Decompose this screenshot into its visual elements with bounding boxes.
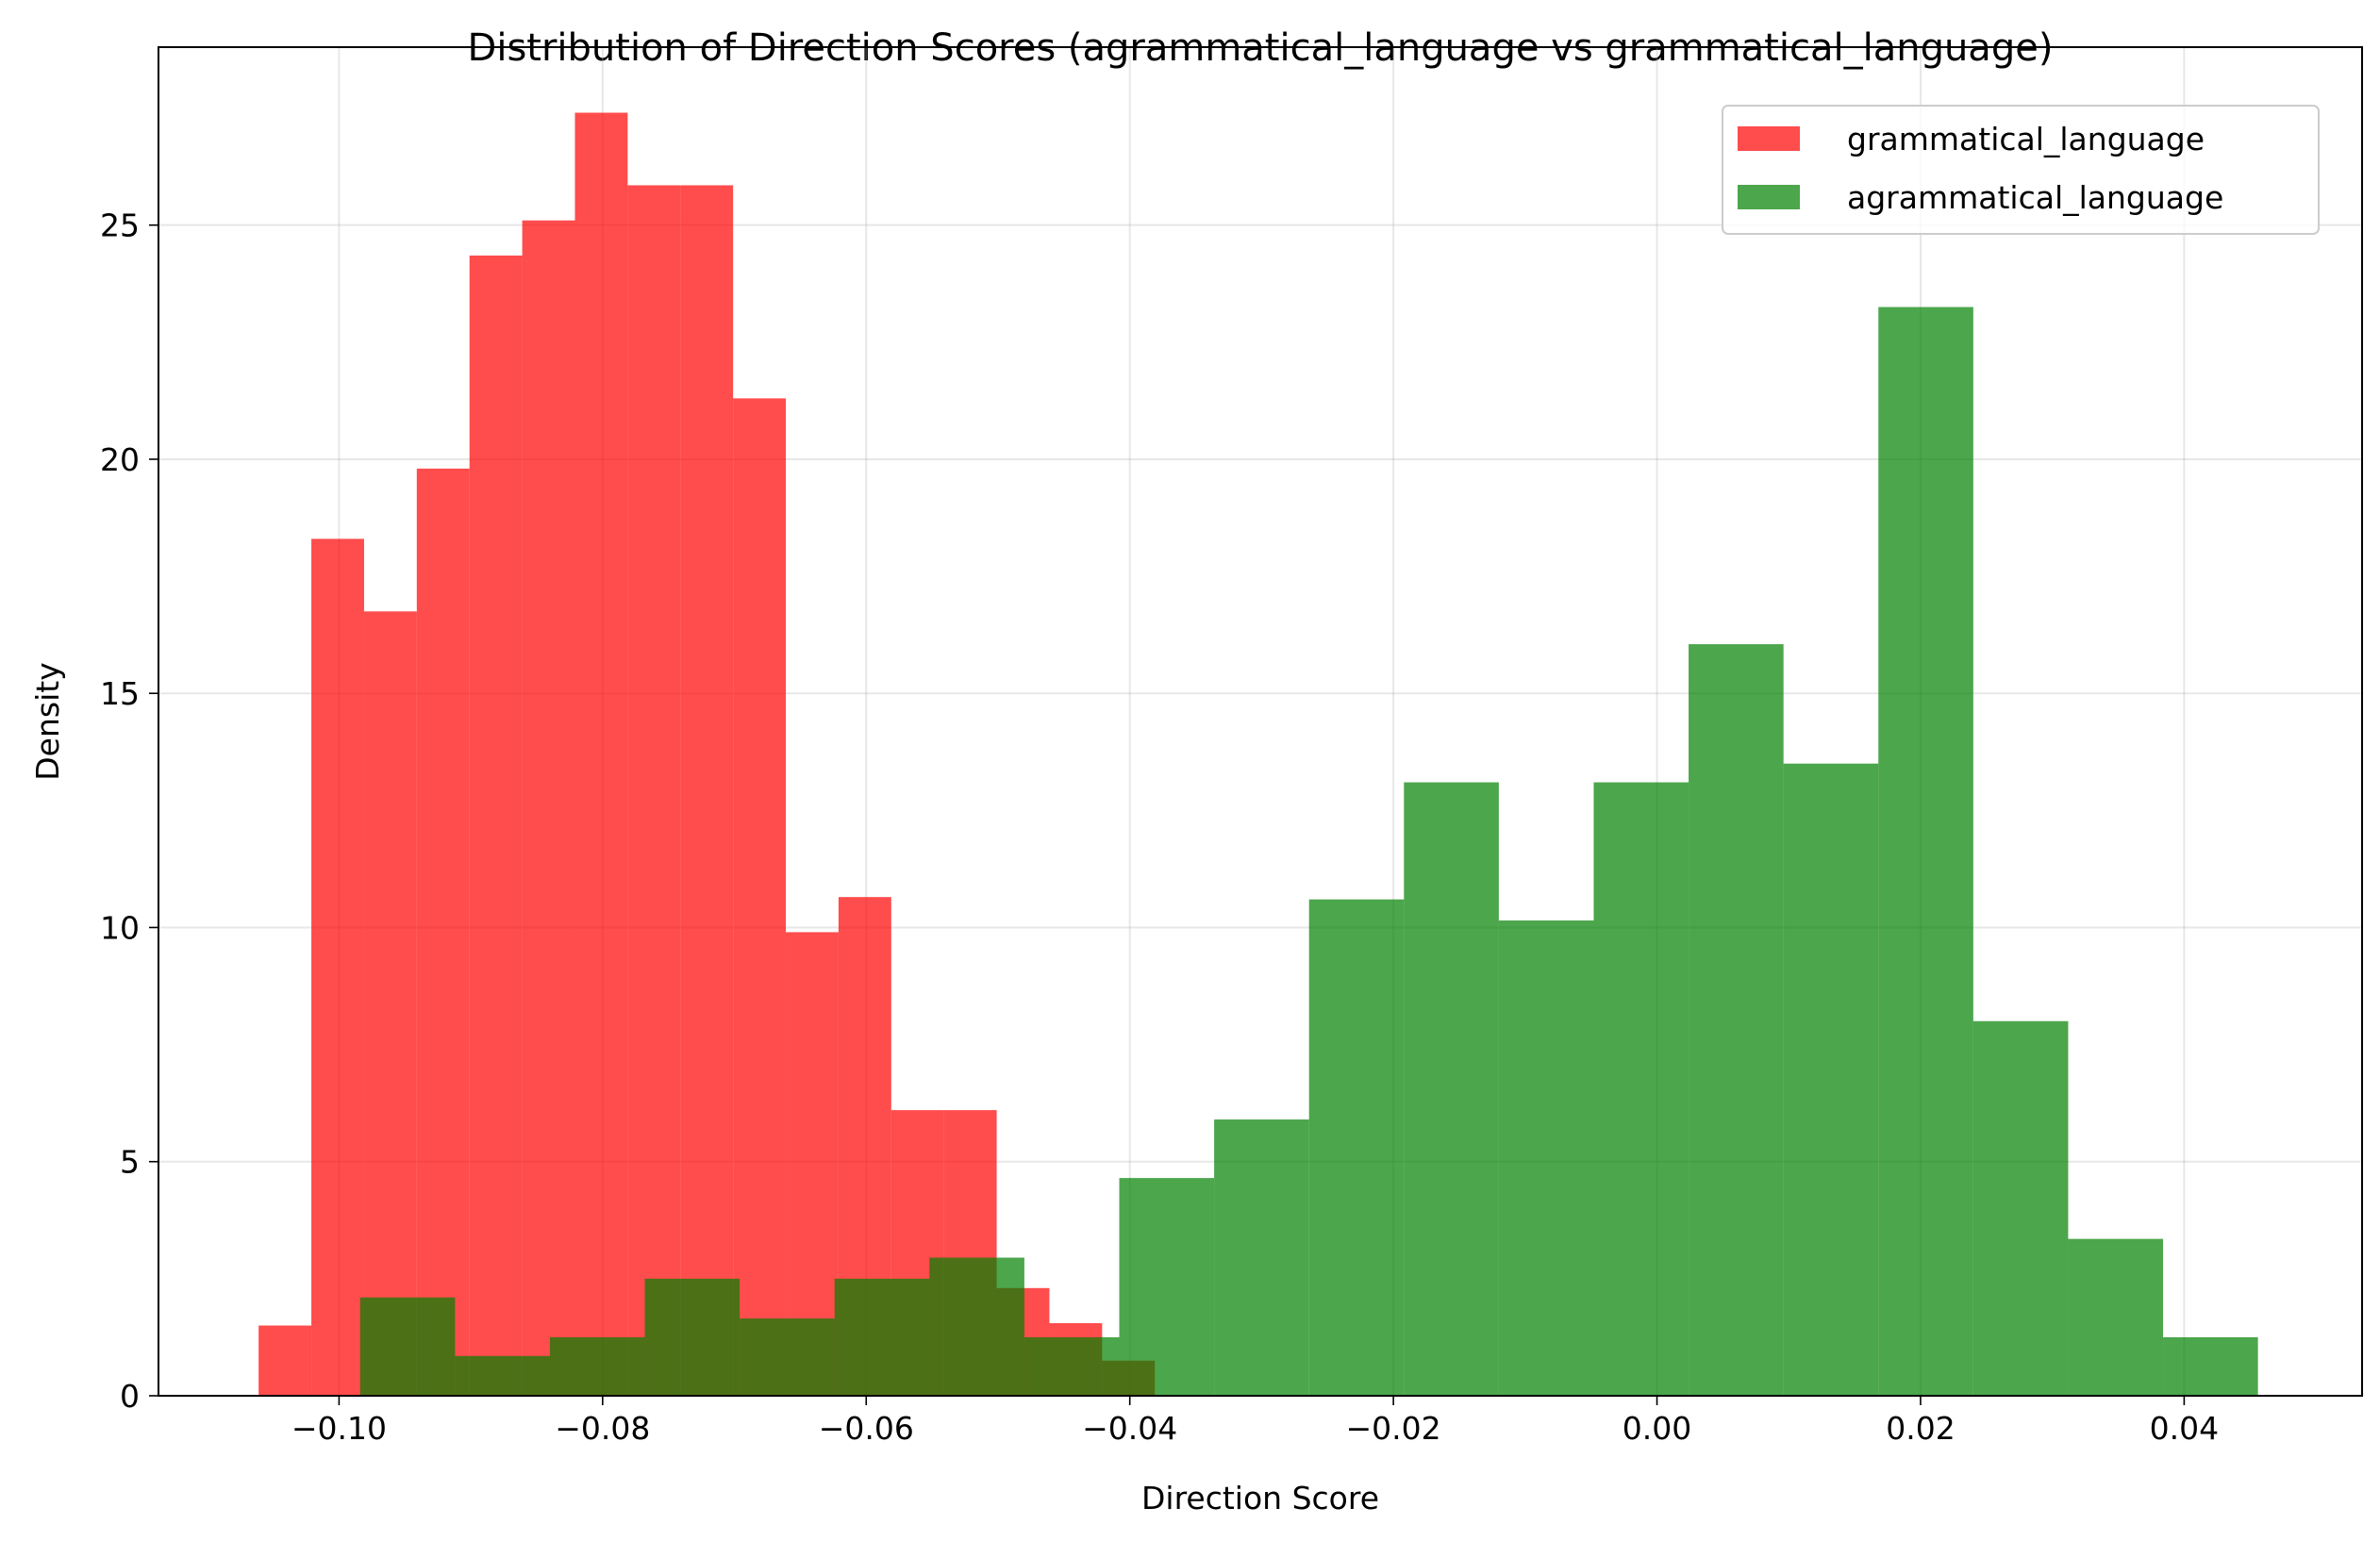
bar-agrammatical-language-11 xyxy=(1404,782,1499,1396)
bar-agrammatical-language-13 xyxy=(1593,782,1689,1396)
bar-grammatical-language-8 xyxy=(680,185,734,1396)
bar-agrammatical-language-4 xyxy=(740,1318,835,1396)
x-tick-label-1: −0.08 xyxy=(555,1410,650,1447)
bar-agrammatical-language-0 xyxy=(359,1297,456,1396)
bar-grammatical-language-6 xyxy=(574,112,628,1396)
bar-grammatical-language-5 xyxy=(522,220,575,1396)
y-axis-ticks: 0 5 10 15 20 25 xyxy=(100,207,158,1415)
bar-agrammatical-language-10 xyxy=(1308,899,1405,1396)
bar-agrammatical-language-12 xyxy=(1498,920,1594,1396)
bar-agrammatical-language-5 xyxy=(834,1278,930,1396)
legend: grammatical_language agrammatical_langua… xyxy=(1722,105,2320,235)
legend-swatch-grammatical-language xyxy=(1738,126,1800,151)
bar-agrammatical-language-3 xyxy=(644,1278,741,1396)
y-tick-label-4: 20 xyxy=(100,441,140,478)
y-tick-label-0: 0 xyxy=(120,1378,140,1415)
bar-agrammatical-language-18 xyxy=(2068,1238,2164,1396)
bar-grammatical-language-4 xyxy=(469,255,523,1397)
plot-frame xyxy=(158,46,2363,1397)
legend-swatch-agrammatical-language xyxy=(1738,185,1800,209)
bar-agrammatical-language-17 xyxy=(1972,1020,2069,1396)
x-axis-label: Direction Score xyxy=(1141,1480,1379,1516)
bar-agrammatical-language-6 xyxy=(929,1257,1024,1396)
bar-agrammatical-language-1 xyxy=(455,1355,550,1396)
bar-agrammatical-language-7 xyxy=(1024,1336,1120,1396)
bar-agrammatical-language-2 xyxy=(549,1336,645,1396)
x-tick-label-0: −0.10 xyxy=(291,1410,387,1447)
x-tick-label-7: 0.04 xyxy=(2150,1410,2219,1447)
x-tick-label-2: −0.06 xyxy=(819,1410,914,1447)
x-tick-label-6: 0.02 xyxy=(1886,1410,1955,1447)
bar-grammatical-language-7 xyxy=(627,185,681,1396)
y-tick-label-5: 25 xyxy=(100,207,140,244)
bar-grammatical-language-0 xyxy=(258,1325,312,1396)
bar-grammatical-language-9 xyxy=(733,398,787,1396)
x-tick-label-3: −0.04 xyxy=(1082,1410,1177,1447)
bar-grammatical-language-3 xyxy=(416,468,470,1396)
y-tick-label-2: 10 xyxy=(100,909,140,946)
bar-grammatical-language-1 xyxy=(311,539,364,1396)
y-tick-label-1: 5 xyxy=(120,1144,140,1181)
series-agrammatical-language-bars xyxy=(359,307,2258,1397)
y-axis-label: Density xyxy=(29,662,66,780)
series-grammatical-language-bars xyxy=(258,112,1156,1397)
x-tick-label-5: 0.00 xyxy=(1623,1410,1691,1447)
y-tick-label-3: 15 xyxy=(100,675,140,712)
legend-box xyxy=(1722,105,2320,235)
x-axis-ticks: −0.10 −0.08 −0.06 −0.04 −0.02 0.00 0.02 0.04 xyxy=(291,1396,2219,1447)
bar-grammatical-language-2 xyxy=(363,611,417,1396)
bar-agrammatical-language-19 xyxy=(2163,1336,2258,1396)
bar-agrammatical-language-15 xyxy=(1783,763,1879,1396)
x-tick-label-4: −0.02 xyxy=(1346,1410,1441,1447)
bar-agrammatical-language-8 xyxy=(1119,1178,1215,1396)
legend-label-agrammatical-language: agrammatical_language xyxy=(1847,179,2223,216)
bar-agrammatical-language-16 xyxy=(1878,307,1973,1397)
legend-label-grammatical-language: grammatical_language xyxy=(1847,121,2205,157)
bar-agrammatical-language-9 xyxy=(1214,1119,1309,1396)
bar-agrammatical-language-14 xyxy=(1689,644,1784,1396)
